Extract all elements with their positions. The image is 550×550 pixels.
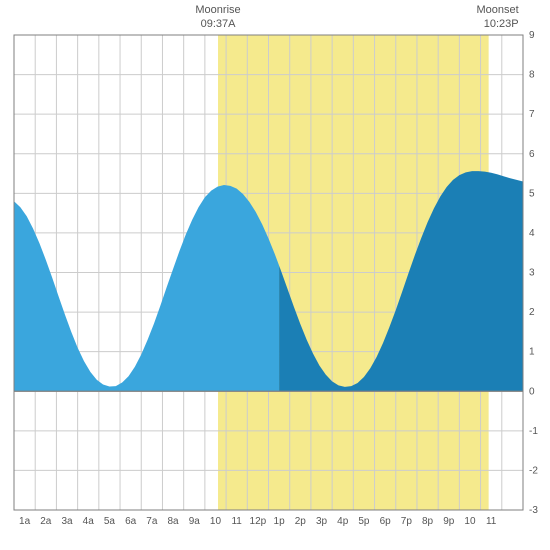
svg-text:-1: -1 xyxy=(529,426,538,437)
svg-text:10: 10 xyxy=(464,516,476,527)
svg-text:7: 7 xyxy=(529,109,535,120)
svg-text:8: 8 xyxy=(529,70,535,81)
svg-text:2a: 2a xyxy=(40,516,52,527)
svg-text:5a: 5a xyxy=(104,516,116,527)
svg-text:1p: 1p xyxy=(274,516,286,527)
svg-text:1: 1 xyxy=(529,347,535,358)
svg-text:1a: 1a xyxy=(19,516,31,527)
svg-text:-2: -2 xyxy=(529,465,538,476)
svg-text:9: 9 xyxy=(529,30,535,41)
svg-text:3: 3 xyxy=(529,268,535,279)
svg-text:8p: 8p xyxy=(422,516,434,527)
svg-text:5p: 5p xyxy=(358,516,370,527)
moonset-label: Moonset 10:23P xyxy=(459,3,519,32)
svg-text:9p: 9p xyxy=(443,516,455,527)
tide-chart: Moonrise 09:37A Moonset 10:23P -3-2-1012… xyxy=(0,0,550,550)
svg-text:-3: -3 xyxy=(529,505,538,516)
svg-text:4p: 4p xyxy=(337,516,349,527)
svg-text:6: 6 xyxy=(529,149,535,160)
svg-text:3a: 3a xyxy=(61,516,73,527)
svg-text:6a: 6a xyxy=(125,516,137,527)
svg-text:11: 11 xyxy=(486,516,497,527)
svg-text:4a: 4a xyxy=(83,516,95,527)
svg-text:10: 10 xyxy=(210,516,222,527)
svg-text:0: 0 xyxy=(529,386,535,397)
svg-text:7a: 7a xyxy=(146,516,158,527)
svg-text:4: 4 xyxy=(529,228,535,239)
svg-text:7p: 7p xyxy=(401,516,413,527)
svg-text:11: 11 xyxy=(231,516,242,527)
moonset-time: 10:23P xyxy=(484,18,519,30)
svg-text:5: 5 xyxy=(529,188,535,199)
svg-text:9a: 9a xyxy=(189,516,201,527)
chart-svg: -3 -2 -1 0 1 2 3 4 5 6 7 8 9 1a 2a 3a 4a 5a 6a 7a 8a 9a 10 11 12… xyxy=(0,0,550,550)
svg-text:2: 2 xyxy=(529,307,535,318)
svg-text:3p: 3p xyxy=(316,516,328,527)
svg-text:12p: 12p xyxy=(250,516,267,527)
moonrise-title: Moonrise xyxy=(195,4,240,16)
svg-text:6p: 6p xyxy=(380,516,392,527)
svg-text:8a: 8a xyxy=(168,516,180,527)
moonset-title: Moonset xyxy=(476,4,518,16)
svg-text:2p: 2p xyxy=(295,516,307,527)
moonrise-label: Moonrise 09:37A xyxy=(188,3,248,32)
moonrise-time: 09:37A xyxy=(201,18,236,30)
